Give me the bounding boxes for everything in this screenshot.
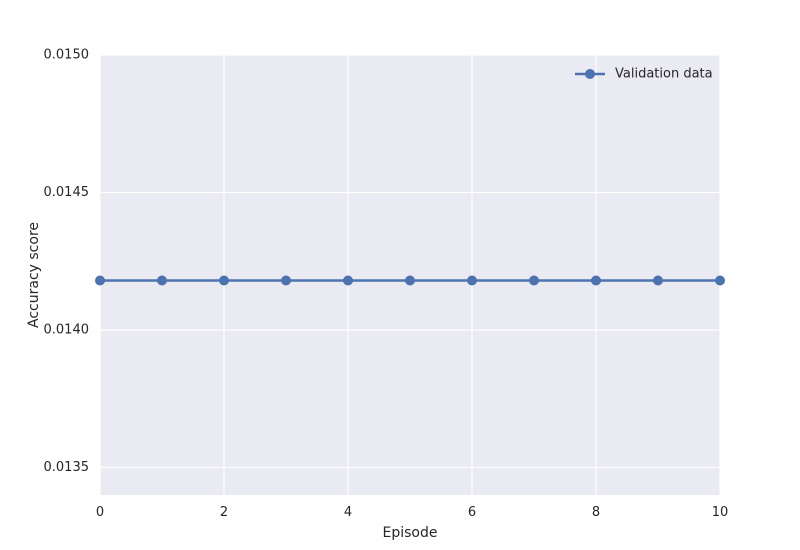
data-point	[653, 275, 663, 286]
x-tick-label: 4	[344, 505, 352, 520]
data-point	[219, 275, 229, 286]
x-tick-label: 2	[220, 505, 228, 520]
x-tick-label: 10	[712, 505, 729, 520]
x-axis-label: Episode	[383, 525, 438, 541]
legend: Validation data	[575, 67, 713, 82]
data-point	[343, 275, 353, 286]
x-tick-label: 0	[96, 505, 104, 520]
y-tick-label: 0.0135	[44, 460, 90, 475]
y-tick-label: 0.0150	[44, 48, 90, 63]
series-layer	[95, 275, 725, 286]
data-point	[467, 275, 477, 286]
y-axis-label: Accuracy score	[26, 222, 42, 328]
data-point	[281, 275, 291, 286]
data-point	[405, 275, 415, 286]
data-point	[591, 275, 601, 286]
grid-lines	[99, 54, 721, 495]
y-tick-label: 0.0140	[44, 323, 90, 338]
legend-label: Validation data	[615, 67, 713, 82]
data-point	[529, 275, 539, 286]
x-tick-label: 8	[592, 505, 600, 520]
x-tick-label: 6	[468, 505, 476, 520]
data-point	[95, 275, 105, 286]
legend-marker	[585, 69, 595, 79]
y-tick-label: 0.0145	[44, 185, 90, 200]
data-point	[715, 275, 725, 286]
x-tick-labels: 0 2 4 6 8 10	[96, 505, 728, 520]
y-tick-labels: 0.0135 0.0140 0.0145 0.0150	[44, 48, 90, 476]
data-point	[157, 275, 167, 286]
plot-area	[100, 55, 720, 495]
